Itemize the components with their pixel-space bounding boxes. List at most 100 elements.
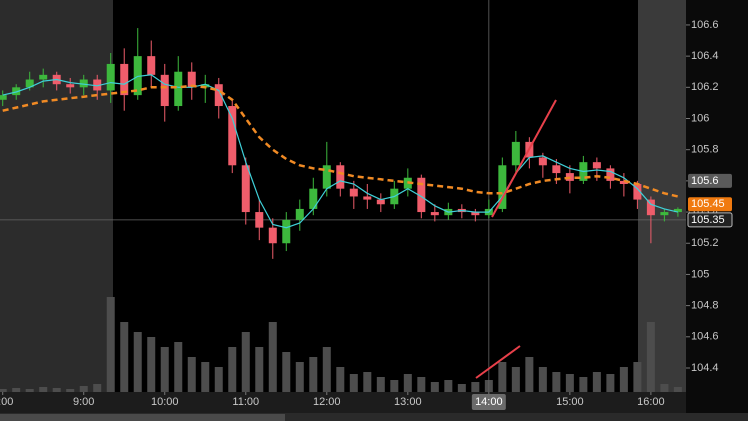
candle-body: [633, 183, 642, 200]
volume-bar: [39, 387, 48, 392]
volume-bar: [565, 374, 574, 392]
volume-bar: [579, 377, 588, 392]
y-tick-label: 106: [691, 112, 709, 124]
candle-body: [471, 212, 480, 216]
volume-bar: [282, 352, 291, 392]
candle-body: [187, 71, 196, 88]
y-tick-label: 106.6: [691, 19, 719, 31]
candle-body: [106, 63, 115, 91]
volume-bar: [363, 372, 372, 392]
candle-body: [12, 87, 21, 96]
candle-body: [552, 165, 561, 174]
candle-body: [25, 79, 34, 88]
candle-body: [430, 212, 439, 216]
candle-body: [376, 199, 385, 205]
plot: 104.4104.6104.8105105.2105.4105.6105.810…: [0, 0, 733, 410]
volume-bar: [268, 322, 277, 392]
candle-body: [309, 188, 318, 209]
y-tick-label: 104.6: [691, 331, 719, 343]
x-tick-label: 11:00: [232, 396, 259, 408]
volume-bar: [214, 367, 223, 392]
x-tick-label: 15:00: [556, 396, 584, 408]
candle-body: [336, 165, 345, 189]
trendline: [491, 99, 557, 218]
candle-body: [349, 188, 358, 197]
candle-body: [660, 212, 669, 216]
candle-body: [417, 177, 426, 213]
volume-bar: [444, 380, 453, 392]
candle-body: [66, 84, 75, 88]
volume-bar: [538, 367, 547, 392]
y-tick-label: 104.4: [691, 362, 719, 374]
volume-bar: [93, 384, 102, 392]
candle-body: [606, 168, 615, 181]
candle-body: [160, 74, 169, 107]
volume-bar: [187, 357, 196, 392]
volume-bar: [660, 384, 669, 392]
candle-body: [0, 95, 7, 100]
premarket-shade: [0, 0, 113, 392]
volume-bar: [430, 382, 439, 392]
price-tag: [687, 212, 733, 228]
candle-body: [133, 56, 142, 96]
candle-body: [282, 219, 291, 244]
candle-body: [255, 212, 264, 228]
moving-average: [2, 74, 679, 229]
volume-bar: [12, 388, 21, 392]
scrollbar-track[interactable]: [0, 413, 748, 421]
y-tick-label: 104.8: [691, 300, 719, 312]
y-tick-label: 105.2: [691, 237, 719, 249]
candle-body: [673, 208, 682, 213]
volume-bar: [336, 367, 345, 392]
volume-bar: [133, 332, 142, 392]
volume-bar: [511, 367, 520, 392]
volume-bar: [25, 389, 34, 392]
volume-bar: [349, 374, 358, 392]
volume-bar: [241, 332, 250, 392]
volume-bar: [0, 389, 7, 392]
candle-body: [93, 79, 102, 91]
volume-bar: [619, 367, 628, 392]
volume-bar: [201, 362, 210, 392]
y-tick-label: 106.2: [691, 81, 719, 93]
candle-body: [241, 165, 250, 213]
volume-bar: [633, 362, 642, 392]
candle-body: [174, 71, 183, 107]
candle-body: [120, 63, 129, 96]
price-tag-label: 105.6: [691, 175, 719, 187]
y-tick-label: 105: [691, 268, 709, 280]
candle-body: [363, 196, 372, 200]
volume-bar: [120, 322, 129, 392]
volume-bar: [417, 377, 426, 392]
volume-bar: [376, 377, 385, 392]
price-tag: [688, 197, 732, 212]
volume-bar: [606, 374, 615, 392]
trendline: [475, 345, 521, 379]
volume-bar: [106, 297, 115, 392]
candle-body: [619, 180, 628, 184]
volume-bar: [52, 388, 61, 392]
volume-bar: [592, 372, 601, 392]
volume-bar: [457, 384, 466, 392]
price-tag-label: 105.45: [691, 198, 725, 210]
candle-body: [498, 165, 507, 209]
volume-bar: [552, 372, 561, 392]
volume-bar: [471, 382, 480, 392]
candle-body: [228, 106, 237, 166]
cursor-time-box: [471, 394, 506, 410]
x-tick-label: 16:00: [637, 396, 665, 408]
candle-body: [322, 165, 331, 189]
candle-body: [295, 208, 304, 220]
candle-body: [79, 79, 88, 88]
volume-bar: [79, 386, 88, 392]
candle-body: [147, 56, 156, 75]
volume-bar: [228, 347, 237, 392]
cursor-time-label: 14:00: [475, 396, 503, 408]
volume-bar: [295, 362, 304, 392]
price-tag: [688, 173, 732, 188]
scrollbar-thumb[interactable]: [0, 414, 285, 421]
x-tick-label: 9:00: [73, 396, 94, 408]
candle-body: [39, 74, 48, 80]
x-tick-label: 13:00: [394, 396, 422, 408]
y-tick-label: 105.8: [691, 144, 719, 156]
